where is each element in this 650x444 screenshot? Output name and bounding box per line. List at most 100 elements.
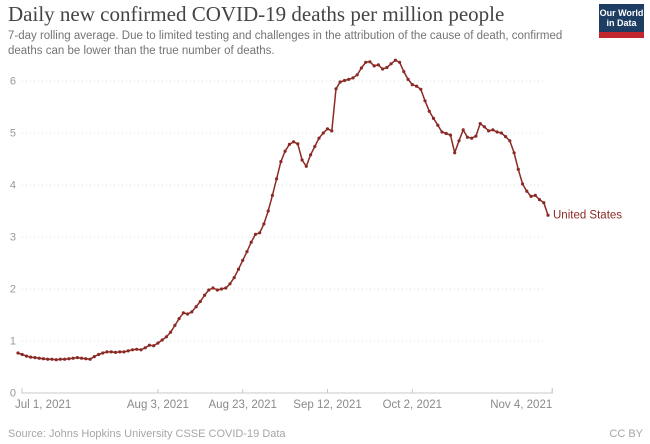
data-point-marker[interactable] xyxy=(130,348,135,352)
data-point-marker[interactable] xyxy=(470,136,474,140)
data-point-marker[interactable] xyxy=(504,135,508,139)
data-point-marker[interactable] xyxy=(126,349,130,353)
data-point-marker[interactable] xyxy=(546,213,550,217)
data-point-marker[interactable] xyxy=(304,164,308,168)
data-point-marker[interactable] xyxy=(431,116,436,120)
data-point-marker[interactable] xyxy=(177,317,181,321)
data-point-marker[interactable] xyxy=(419,87,423,91)
data-point-marker[interactable] xyxy=(41,357,46,361)
data-point-marker[interactable] xyxy=(190,310,194,314)
data-point-marker[interactable] xyxy=(181,311,185,315)
data-point-marker[interactable] xyxy=(109,350,113,354)
data-point-marker[interactable] xyxy=(474,134,478,138)
data-point-marker[interactable] xyxy=(37,356,41,360)
data-point-marker[interactable] xyxy=(50,357,54,361)
data-point-marker[interactable] xyxy=(113,350,118,354)
data-point-marker[interactable] xyxy=(427,109,431,113)
data-point-marker[interactable] xyxy=(529,194,533,198)
data-point-marker[interactable] xyxy=(389,62,393,66)
data-point-marker[interactable] xyxy=(67,357,71,361)
data-point-marker[interactable] xyxy=(355,73,359,77)
data-point-marker[interactable] xyxy=(351,76,355,80)
data-point-marker[interactable] xyxy=(440,130,444,134)
data-point-marker[interactable] xyxy=(359,66,363,70)
data-point-marker[interactable] xyxy=(393,58,397,62)
data-point-marker[interactable] xyxy=(92,355,96,359)
data-point-marker[interactable] xyxy=(491,128,495,132)
data-point-marker[interactable] xyxy=(457,139,461,143)
data-point-marker[interactable] xyxy=(275,177,279,181)
data-point-marker[interactable] xyxy=(537,198,542,202)
license-link[interactable]: CC BY xyxy=(609,428,643,440)
data-point-marker[interactable] xyxy=(143,346,147,350)
data-point-marker[interactable] xyxy=(160,338,164,342)
data-point-marker[interactable] xyxy=(97,352,101,357)
data-point-marker[interactable] xyxy=(321,131,325,135)
data-point-marker[interactable] xyxy=(499,131,503,135)
data-point-marker[interactable] xyxy=(262,222,266,226)
data-point-marker[interactable] xyxy=(203,293,207,297)
series-points[interactable] xyxy=(16,58,550,362)
data-point-marker[interactable] xyxy=(194,305,198,309)
data-point-marker[interactable] xyxy=(533,193,537,197)
data-point-marker[interactable] xyxy=(453,151,457,155)
data-point-marker[interactable] xyxy=(249,240,253,244)
data-point-marker[interactable] xyxy=(279,160,283,164)
data-point-marker[interactable] xyxy=(402,70,406,74)
data-point-marker[interactable] xyxy=(342,78,347,83)
data-point-marker[interactable] xyxy=(46,357,50,361)
data-point-marker[interactable] xyxy=(516,167,520,171)
data-point-marker[interactable] xyxy=(300,158,304,162)
data-point-marker[interactable] xyxy=(542,201,546,205)
data-point-marker[interactable] xyxy=(24,354,29,358)
data-point-marker[interactable] xyxy=(63,357,67,361)
data-point-marker[interactable] xyxy=(423,99,427,103)
data-point-marker[interactable] xyxy=(465,135,469,139)
data-point-marker[interactable] xyxy=(139,348,143,352)
data-point-marker[interactable] xyxy=(207,288,211,292)
data-point-marker[interactable] xyxy=(198,299,202,304)
data-point-marker[interactable] xyxy=(512,151,516,155)
data-point-marker[interactable] xyxy=(478,122,482,126)
data-point-marker[interactable] xyxy=(296,142,300,146)
data-point-marker[interactable] xyxy=(270,193,274,197)
data-point-marker[interactable] xyxy=(372,64,376,68)
data-point-marker[interactable] xyxy=(156,341,160,345)
data-point-marker[interactable] xyxy=(283,149,287,153)
data-point-marker[interactable] xyxy=(482,125,486,129)
data-point-marker[interactable] xyxy=(364,60,368,64)
data-point-marker[interactable] xyxy=(448,133,453,137)
data-point-marker[interactable] xyxy=(347,77,351,81)
data-point-marker[interactable] xyxy=(164,335,168,339)
data-point-marker[interactable] xyxy=(58,357,63,361)
data-point-marker[interactable] xyxy=(118,350,122,354)
data-point-marker[interactable] xyxy=(169,330,173,334)
data-point-marker[interactable] xyxy=(232,276,236,280)
data-point-marker[interactable] xyxy=(71,356,75,360)
data-point-marker[interactable] xyxy=(54,358,58,362)
data-point-marker[interactable] xyxy=(317,136,321,140)
data-point-marker[interactable] xyxy=(186,312,190,316)
data-point-marker[interactable] xyxy=(29,355,33,359)
data-point-marker[interactable] xyxy=(147,343,151,347)
data-point-marker[interactable] xyxy=(487,129,491,133)
data-point-marker[interactable] xyxy=(376,63,380,67)
data-point-marker[interactable] xyxy=(122,350,126,354)
series-path[interactable] xyxy=(17,59,549,361)
data-point-marker[interactable] xyxy=(228,282,232,286)
data-point-marker[interactable] xyxy=(508,139,512,143)
data-point-marker[interactable] xyxy=(521,182,525,186)
data-point-marker[interactable] xyxy=(436,123,440,127)
data-point-marker[interactable] xyxy=(338,80,342,84)
data-point-marker[interactable] xyxy=(241,258,245,262)
data-point-marker[interactable] xyxy=(258,231,262,235)
data-point-marker[interactable] xyxy=(292,140,296,144)
data-point-marker[interactable] xyxy=(224,286,228,290)
data-point-marker[interactable] xyxy=(173,323,177,327)
data-point-marker[interactable] xyxy=(368,60,372,64)
data-point-marker[interactable] xyxy=(84,357,88,361)
data-point-marker[interactable] xyxy=(245,250,249,254)
data-point-marker[interactable] xyxy=(406,77,410,81)
data-point-marker[interactable] xyxy=(75,356,79,360)
data-point-marker[interactable] xyxy=(334,87,338,91)
